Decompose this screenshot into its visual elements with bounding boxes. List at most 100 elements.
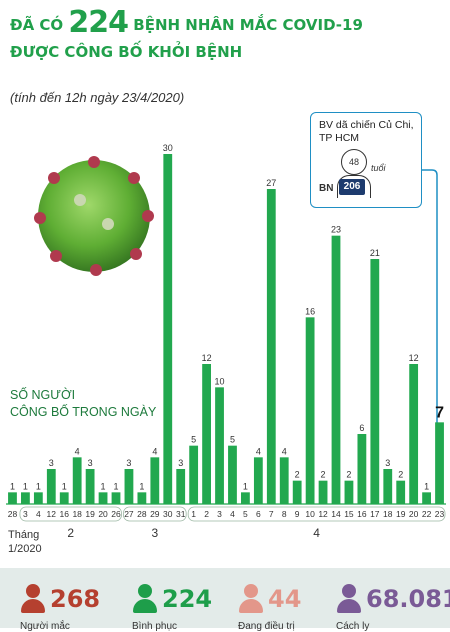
stat-treating-value: 44 [268, 585, 302, 613]
bar [305, 317, 315, 504]
tick-label: 26 [111, 509, 121, 519]
x-axis-label: Tháng [8, 529, 39, 541]
tick-label: 28 [137, 509, 147, 519]
tick-label: 15 [344, 509, 354, 519]
bar [409, 364, 419, 504]
bar-value-label: 4 [256, 446, 261, 456]
patient-age: 48 [341, 149, 367, 175]
month-label: 2 [67, 526, 74, 540]
bar-value-label: 2 [321, 470, 326, 480]
tick-label: 23 [435, 509, 445, 519]
tick-label: 12 [47, 509, 57, 519]
tick-label: 27 [124, 509, 134, 519]
bar-value-label: 5 [191, 435, 196, 445]
patient-age-unit: tuổi [371, 163, 386, 173]
bar-value-label: 3 [88, 458, 93, 468]
bar [266, 189, 276, 504]
bar [59, 492, 69, 504]
stat-recovered-label: Bình phục [132, 621, 178, 632]
title-line-2: ĐƯỢC CÔNG BỐ KHỎI BỆNH [10, 43, 243, 61]
bar-value-label: 4 [282, 446, 287, 456]
bar [228, 445, 237, 504]
stat-infected-label: Người mắc [20, 621, 70, 632]
bar [370, 259, 380, 504]
person-icon [238, 584, 264, 614]
tick-label: 30 [163, 509, 173, 519]
bar-value-label: 1 [243, 481, 248, 491]
patient-location-line-2: TP HCM [319, 132, 360, 144]
tick-label: 29 [150, 509, 160, 519]
bar-value-label: 1 [23, 481, 28, 491]
tick-label: 3 [217, 509, 222, 519]
bar-value-label: 3 [49, 458, 54, 468]
bar [422, 492, 431, 504]
tick-label: 17 [370, 509, 380, 519]
bar [279, 457, 289, 504]
title-suffix: BỆNH NHÂN MẮC COVID-19 [133, 16, 363, 34]
bar [383, 469, 393, 504]
summary-footer: 268 Người mắc 224 Bình phục 44 Đang điều… [0, 568, 450, 632]
bar [98, 492, 108, 504]
tick-label: 7 [269, 509, 274, 519]
month-label: 4 [313, 526, 320, 540]
year-label: 1/2020 [8, 543, 42, 555]
tick-label: 10 [305, 509, 315, 519]
person-icon [336, 584, 362, 614]
title-line-1: ĐÃ CÓ 224 BỆNH NHÂN MẮC COVID-19 [10, 8, 363, 40]
bar-value-label: 1 [139, 481, 144, 491]
bar [241, 492, 250, 504]
title-prefix: ĐÃ CÓ [10, 16, 64, 34]
tick-label: 28 [8, 509, 18, 519]
tick-label: 14 [331, 509, 341, 519]
bar [85, 469, 95, 504]
tick-label: 22 [422, 509, 432, 519]
bar [21, 492, 30, 504]
bar [253, 457, 263, 504]
bar [331, 235, 341, 504]
stat-recovered: 224 Bình phục [132, 584, 212, 632]
patient-body-icon [337, 175, 371, 198]
tick-label: 20 [409, 509, 419, 519]
month-group-bracket [123, 506, 187, 522]
stat-quarantine-value: 68.081 [366, 585, 450, 613]
stat-quarantine: 68.081 Cách ly [336, 584, 450, 632]
tick-label: 18 [383, 509, 393, 519]
tick-label: 1 [191, 509, 196, 519]
bar-value-label: 2 [295, 470, 300, 480]
bar-value-label: 3 [385, 458, 390, 468]
tick-label: 4 [36, 509, 41, 519]
bar-value-label: 23 [331, 225, 341, 235]
bar [292, 480, 302, 504]
bar-value-label: 1 [10, 481, 15, 491]
stat-infected-value: 268 [50, 585, 101, 613]
tick-label: 20 [98, 509, 108, 519]
bar-value-label: 10 [215, 376, 225, 386]
stat-quarantine-label: Cách ly [336, 621, 370, 632]
patient-bn-prefix: BN [319, 183, 334, 194]
tick-label: 16 [60, 509, 70, 519]
bar-value-label: 21 [370, 248, 380, 258]
virus-illustration [34, 156, 154, 276]
bar [46, 469, 56, 504]
bar-value-label: 6 [359, 423, 364, 433]
stat-treating: 44 Đang điều trị [238, 584, 302, 632]
tick-label: 6 [256, 509, 261, 519]
bar [72, 457, 82, 504]
bar [163, 154, 173, 504]
bar [124, 469, 134, 504]
bar-value-label: 3 [126, 458, 131, 468]
bar-value-label: 5 [230, 435, 235, 445]
bar-value-label: 1 [62, 481, 67, 491]
bar-value-label: 27 [266, 178, 276, 188]
patient-location-line-1: BV dã chiến Củ Chi, [319, 119, 414, 131]
patient-callout: BV dã chiến Củ Chi, TP HCM 48 tuổi BN 20… [310, 112, 422, 208]
tick-label: 12 [318, 509, 328, 519]
bar [137, 492, 147, 504]
bar-value-label: 30 [163, 143, 173, 153]
month-group-bracket [19, 506, 122, 522]
bar [150, 457, 160, 504]
bar [215, 387, 224, 504]
bar-value-label: 4 [152, 446, 157, 456]
tick-label: 2 [204, 509, 209, 519]
subtitle: (tính đến 12h ngày 23/4/2020) [10, 90, 185, 105]
